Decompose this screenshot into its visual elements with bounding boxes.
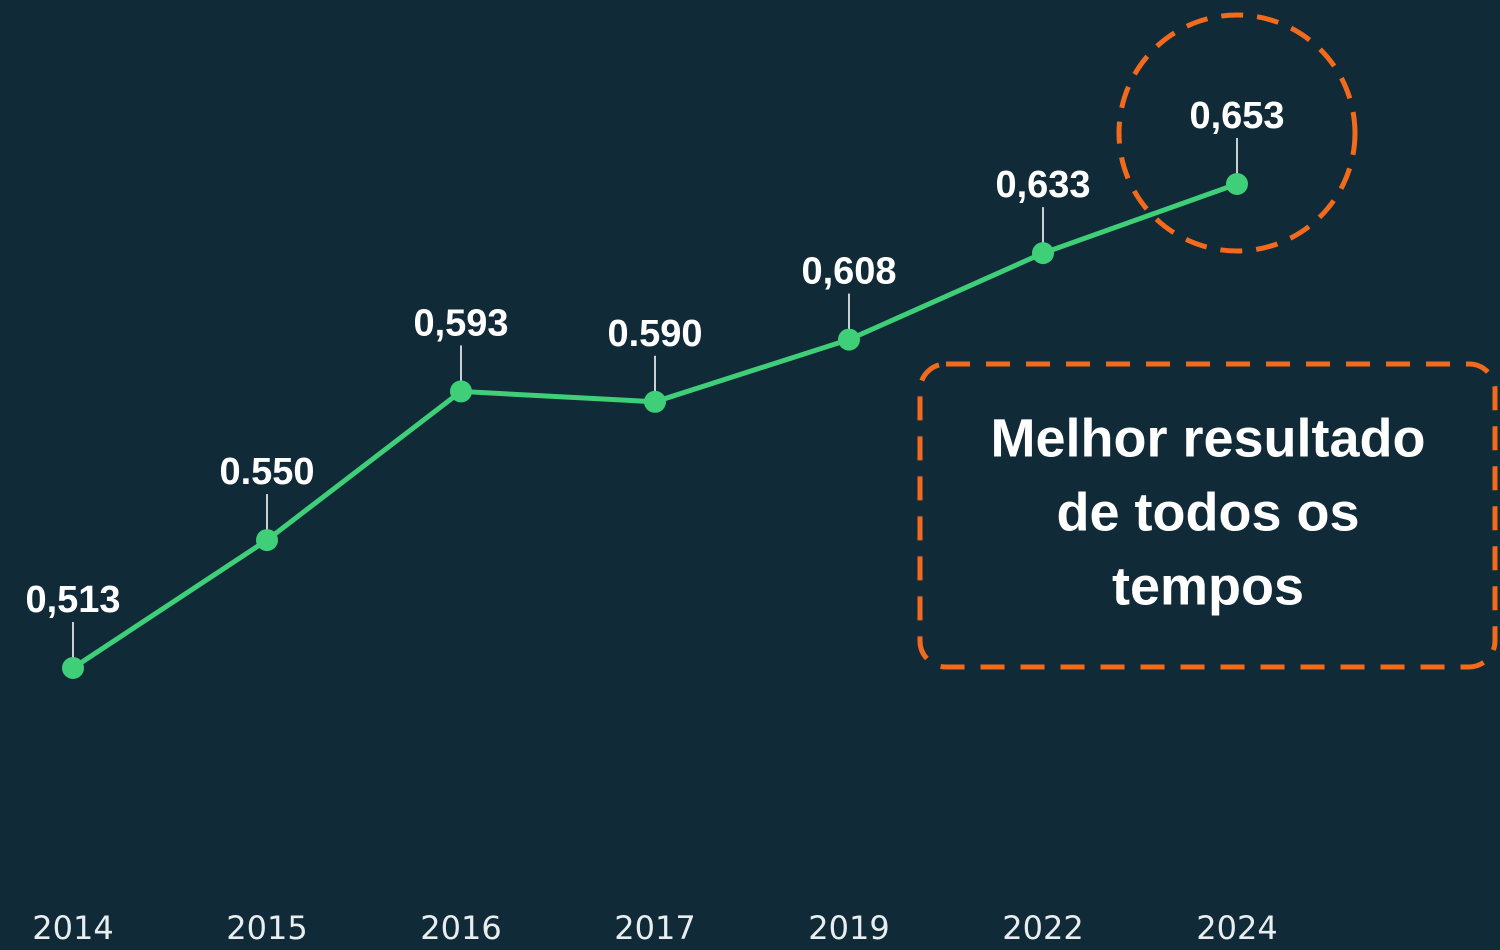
point xyxy=(1032,242,1054,265)
value-label: 0,513 xyxy=(25,579,120,621)
annotation-box xyxy=(917,361,1498,670)
point xyxy=(1226,173,1248,195)
point xyxy=(62,657,84,679)
x-tick-label: 2015 xyxy=(226,909,307,947)
x-tick-label: 2022 xyxy=(1002,909,1083,947)
value-label: 0,608 xyxy=(801,251,896,293)
x-tick-label: 2019 xyxy=(808,909,889,947)
x-tick-label: 2017 xyxy=(614,909,695,947)
highlight-circle xyxy=(1116,12,1358,254)
x-tick-label: 2024 xyxy=(1196,909,1277,947)
value-label: 0.590 xyxy=(607,313,702,355)
annotation-text: Melhor resultado xyxy=(990,408,1425,468)
x-tick-label: 2014 xyxy=(32,909,113,947)
point xyxy=(450,380,472,403)
value-label: 0,653 xyxy=(1189,95,1284,137)
annotation-text: tempos xyxy=(1112,556,1304,616)
point xyxy=(256,529,278,552)
point xyxy=(644,390,666,413)
x-tick-label: 2016 xyxy=(420,909,501,947)
point xyxy=(838,328,860,351)
annotation-text: de todos os xyxy=(1056,482,1359,542)
value-label: 0,593 xyxy=(413,302,508,344)
value-label: 0,633 xyxy=(995,164,1090,206)
value-label: 0.550 xyxy=(219,451,314,493)
